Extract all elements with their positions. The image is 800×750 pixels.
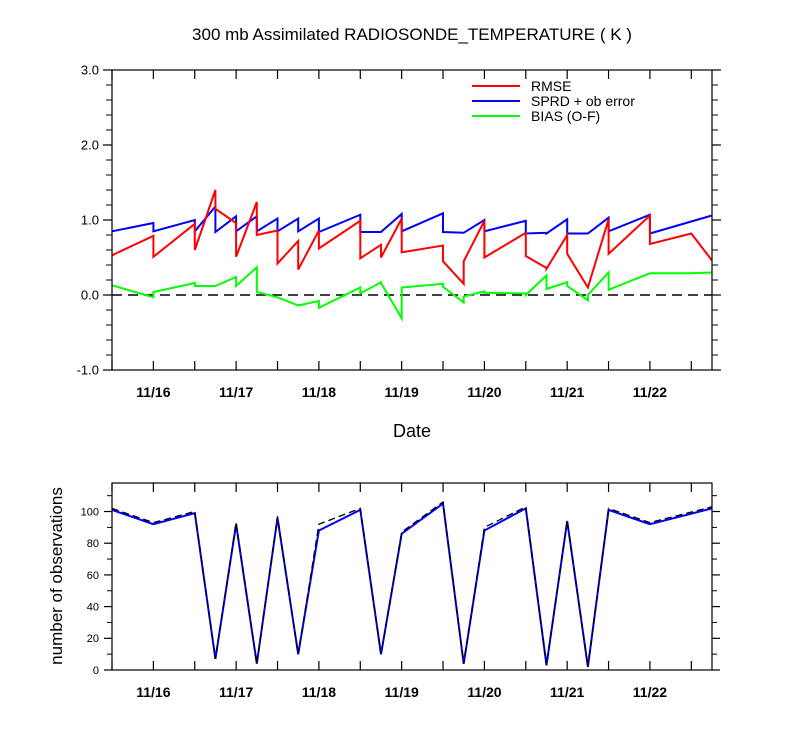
series-line-bias-o-f (111, 265, 713, 322)
x-tick-label: 11/21 (550, 384, 584, 400)
y-tick-label: 20 (87, 633, 99, 645)
legend-label: SPRD + ob error (531, 93, 635, 109)
y-tick-label: 2.0 (81, 138, 99, 153)
x-tick-label: 11/19 (385, 684, 419, 700)
legend-label: BIAS (O-F) (531, 108, 600, 124)
y-tick-label: 0 (93, 665, 99, 677)
x-tick-label: 11/19 (385, 384, 419, 400)
top-series-group (111, 189, 713, 322)
x-tick-label: 11/22 (633, 384, 667, 400)
x-tick-label: 11/17 (219, 684, 253, 700)
y-tick-label: 3.0 (81, 63, 99, 78)
y-tick-label: 40 (87, 601, 99, 613)
x-axis-label: Date (393, 421, 431, 441)
x-tick-label: 11/16 (136, 384, 170, 400)
top-axis-ticks: 11/16 11/17 11/18 11/19 11/20 11/21 11/22 -1.0 0… (77, 63, 721, 400)
legend-label: RMSE (531, 78, 571, 94)
top-plot-frame (111, 69, 713, 371)
series-line-observations-possible (111, 500, 713, 667)
x-tick-label: 11/17 (219, 384, 253, 400)
y-tick-label: 100 (81, 506, 99, 518)
bottom-plot-frame (111, 482, 713, 671)
y-tick-label: 60 (87, 570, 99, 582)
x-tick-label: 11/16 (136, 684, 170, 700)
y-tick-label: -1.0 (77, 363, 99, 378)
x-tick-label: 11/20 (467, 384, 501, 400)
series-line-rmse (111, 189, 713, 290)
x-tick-label: 11/20 (467, 684, 501, 700)
bottom-chart: 11/16 11/17 11/18 11/19 11/20 11/21 11/22 0 20 40… (47, 482, 720, 700)
chart-title: 300 mb Assimilated RADIOSONDE_TEMPERATUR… (192, 25, 632, 44)
y-tick-label: 0.0 (81, 288, 99, 303)
x-tick-label: 11/18 (302, 384, 336, 400)
series-line-observations-assimilated (111, 501, 713, 667)
series-line-sprd-ob-error (111, 203, 713, 236)
y-tick-label: 1.0 (81, 213, 99, 228)
y-axis-label: number of observations (47, 487, 66, 665)
top-chart: 300 mb Assimilated RADIOSONDE_TEMPERATUR… (77, 25, 721, 441)
bottom-axis-ticks: 11/16 11/17 11/18 11/19 11/20 11/21 11/22 0 20 40… (81, 483, 720, 700)
x-tick-label: 11/21 (550, 684, 584, 700)
x-tick-label: 11/18 (302, 684, 336, 700)
x-tick-label: 11/22 (633, 684, 667, 700)
bottom-series-group (111, 500, 713, 667)
y-tick-label: 80 (87, 538, 99, 550)
